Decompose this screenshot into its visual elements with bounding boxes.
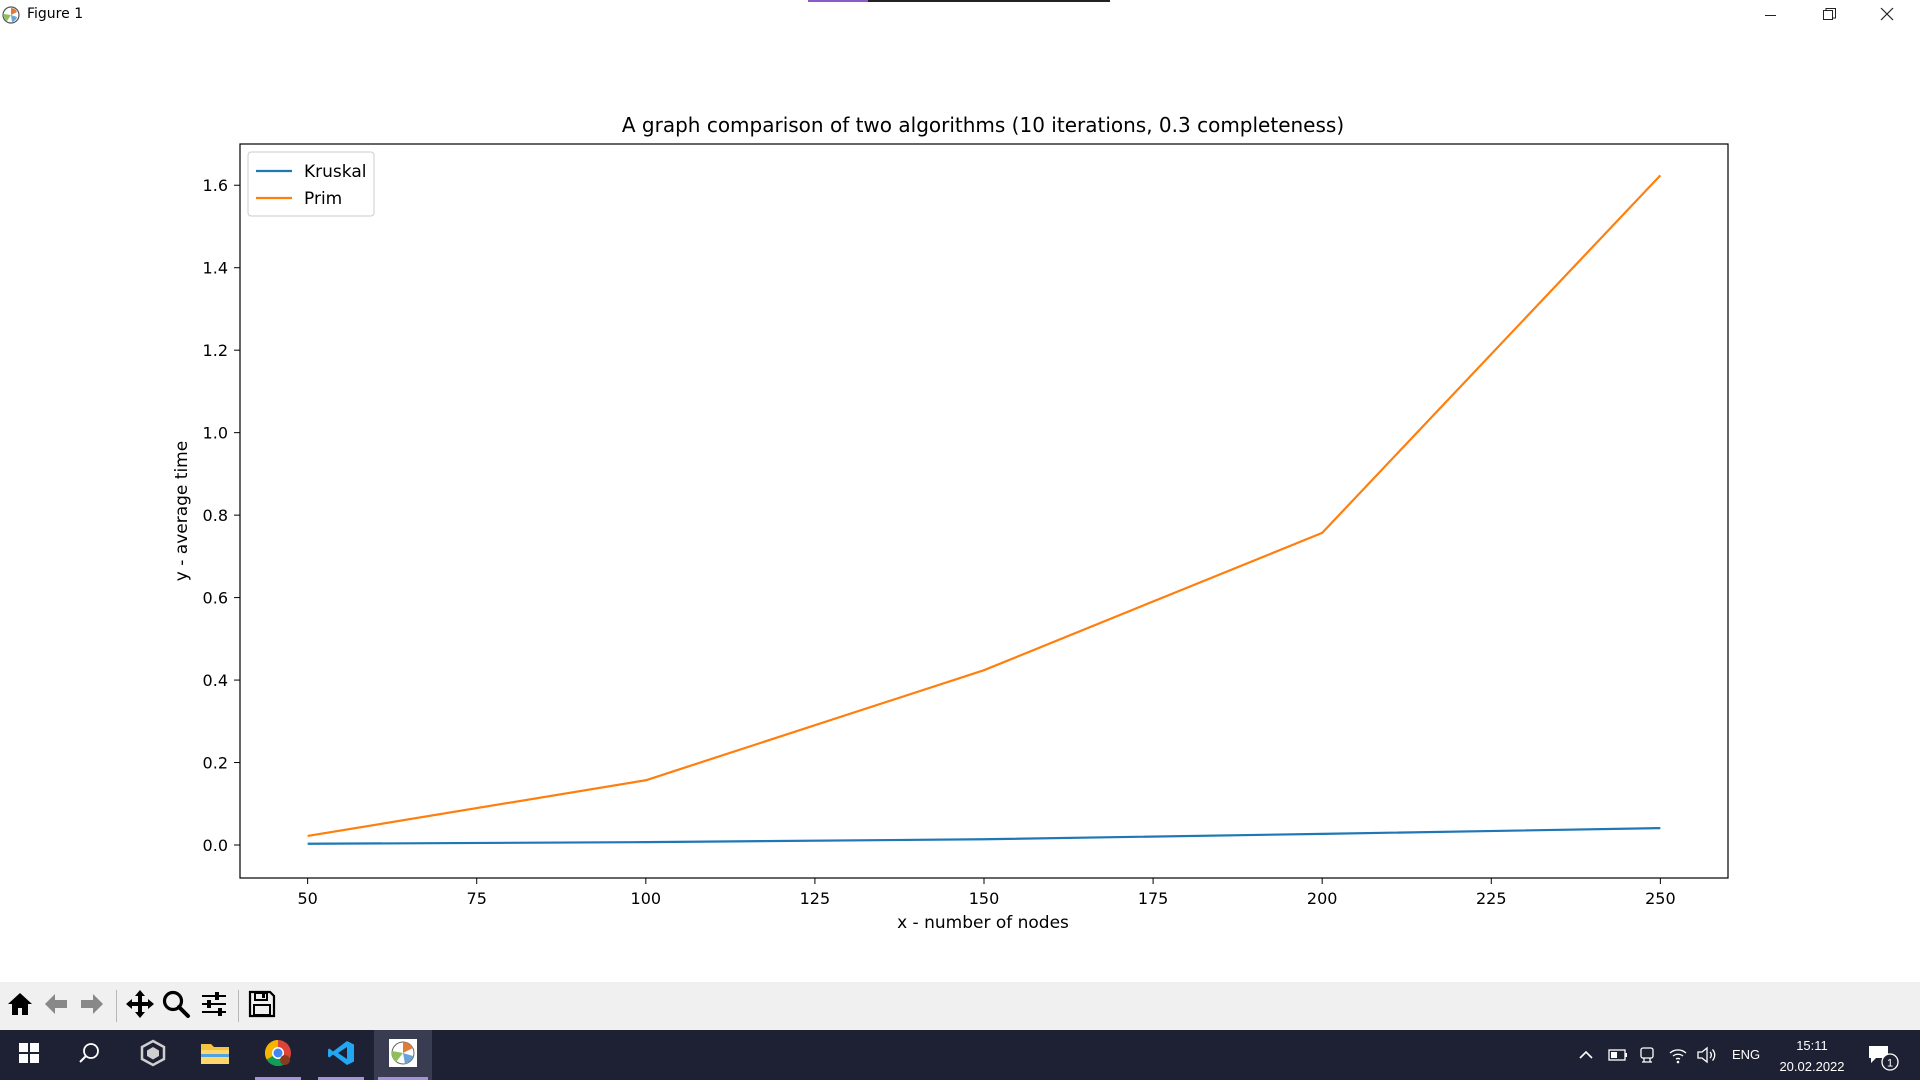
save-icon [248,990,276,1022]
window-focus-indicator [808,0,1110,2]
clock-date: 20.02.2022 [1779,1059,1845,1074]
y-tick-label: 1.0 [203,424,228,443]
zoom-button[interactable] [158,987,194,1025]
y-tick-label: 0.2 [203,754,228,773]
taskbar-app-unity[interactable] [126,1030,180,1080]
series-line-prim [307,174,1662,838]
minimize-icon [1765,6,1777,25]
language-indicator[interactable]: ENG [1732,1047,1761,1062]
taskbar-app-matplotlib[interactable] [374,1030,432,1080]
legend-label: Prim [304,189,342,209]
pan-button[interactable] [122,987,158,1025]
notification-count: 1 [1887,1058,1893,1070]
y-tick-label: 1.4 [203,259,228,278]
clock-time: 15:11 [1796,1038,1828,1053]
home-icon [6,990,34,1022]
x-tick-label: 225 [1476,889,1507,908]
pan-icon [125,989,155,1023]
toolbar-separator [116,990,117,1022]
save-button[interactable] [244,987,280,1025]
legend-box [247,151,375,217]
y-tick-label: 1.6 [203,176,228,195]
back-button[interactable] [38,987,74,1025]
close-button[interactable] [1858,0,1916,30]
chrome-icon [263,1038,293,1072]
matplotlib-icon [2,6,20,24]
start-button[interactable] [2,1030,56,1080]
unity-icon [139,1039,167,1071]
search-icon [78,1042,100,1068]
taskbar-app-vscode[interactable] [314,1030,368,1080]
y-tick-label: 0.4 [203,671,228,690]
forward-button[interactable] [74,987,110,1025]
navigation-toolbar [0,982,1920,1030]
x-axis-label: x - number of nodes [897,913,1069,933]
home-button[interactable] [2,987,38,1025]
meet-now-icon[interactable] [1638,1045,1658,1069]
plot-frame [239,143,1729,879]
x-tick-label: 50 [297,889,317,908]
wifi-icon[interactable] [1668,1045,1688,1069]
configure-subplots-button[interactable] [196,987,232,1025]
chevron-up-icon[interactable] [1578,1045,1594,1069]
configure-subplots-icon [199,989,229,1023]
close-icon [1880,6,1894,25]
toolbar-separator [238,990,239,1022]
x-tick-label: 200 [1307,889,1338,908]
running-indicator [378,1077,428,1080]
x-tick-label: 175 [1138,889,1169,908]
back-arrow-icon [42,990,70,1022]
zoom-icon [161,989,191,1023]
y-tick-label: 0.6 [203,589,228,608]
notification-icon: 1 [1869,1046,1899,1071]
taskbar-app-chrome[interactable] [251,1030,305,1080]
y-tick-label: 0.0 [203,836,228,855]
battery-icon[interactable] [1608,1045,1628,1069]
matplotlib-icon [388,1038,418,1072]
notification-center-button[interactable]: 1 [1866,1042,1902,1076]
x-tick-label: 100 [631,889,662,908]
x-tick-label: 125 [800,889,831,908]
running-indicator [318,1077,364,1080]
chart-title: A graph comparison of two algorithms (10… [622,113,1344,137]
vscode-icon [327,1039,355,1071]
window-title: Figure 1 [27,6,84,22]
legend-label: Kruskal [304,162,366,182]
restore-button[interactable] [1800,0,1858,30]
series-line-kruskal [307,827,1661,845]
taskbar-app-file-explorer[interactable] [188,1030,242,1080]
forward-arrow-icon [78,990,106,1022]
x-tick-label: 250 [1645,889,1676,908]
line-chart: A graph comparison of two algorithms (10… [172,113,1729,933]
search-button[interactable] [62,1030,116,1080]
x-tick-label: 150 [969,889,1000,908]
x-tick-label: 75 [467,889,487,908]
window-title-bar: Figure 1 [0,0,1920,30]
taskbar: ENG 15:11 20.02.2022 1 [0,1030,1920,1080]
restore-icon [1822,6,1836,25]
y-tick-label: 1.2 [203,341,228,360]
running-indicator [255,1077,301,1080]
legend: Kruskal Prim [247,151,375,217]
start-icon [19,1043,39,1067]
y-axis-label: y - average time [172,441,192,581]
y-tick-label: 0.8 [203,506,228,525]
system-clock[interactable]: 15:11 20.02.2022 [1768,1035,1856,1077]
file-explorer-icon [200,1040,230,1070]
minimize-button[interactable] [1742,0,1800,30]
volume-icon[interactable] [1696,1045,1718,1069]
